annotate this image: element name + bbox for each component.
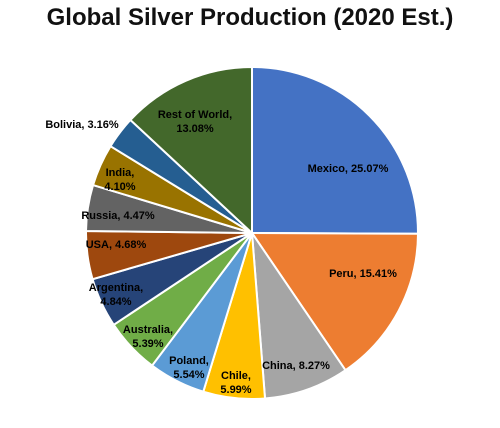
slice-label-poland: Poland, 5.54% <box>169 355 209 381</box>
slice-label-russia: Russia, 4.47% <box>81 210 155 222</box>
slice-label-rest-of-world: Rest of World, 13.08% <box>158 109 232 135</box>
chart-title: Global Silver Production (2020 Est.) <box>46 4 454 31</box>
pie-slice-china <box>250 229 347 400</box>
slice-label-chile: Chile, 5.99% <box>220 370 251 396</box>
slice-label-usa: USA, 4.68% <box>86 239 147 251</box>
slice-label-china: China, 8.27% <box>262 360 330 372</box>
slice-label-australia: Australia, 5.39% <box>123 324 173 350</box>
pie-slice-rest-of-world <box>129 65 253 236</box>
slice-label-india: India, 4.10% <box>104 167 135 193</box>
pie-slice-mexico <box>251 65 420 235</box>
slice-label-bolivia: Bolivia, 3.16% <box>45 119 119 131</box>
slice-label-argentina: Argentina, 4.84% <box>89 282 143 308</box>
slice-label-mexico: Mexico, 25.07% <box>308 163 389 175</box>
pie-slice-peru <box>250 231 420 372</box>
slice-label-peru: Peru, 15.41% <box>329 268 397 280</box>
